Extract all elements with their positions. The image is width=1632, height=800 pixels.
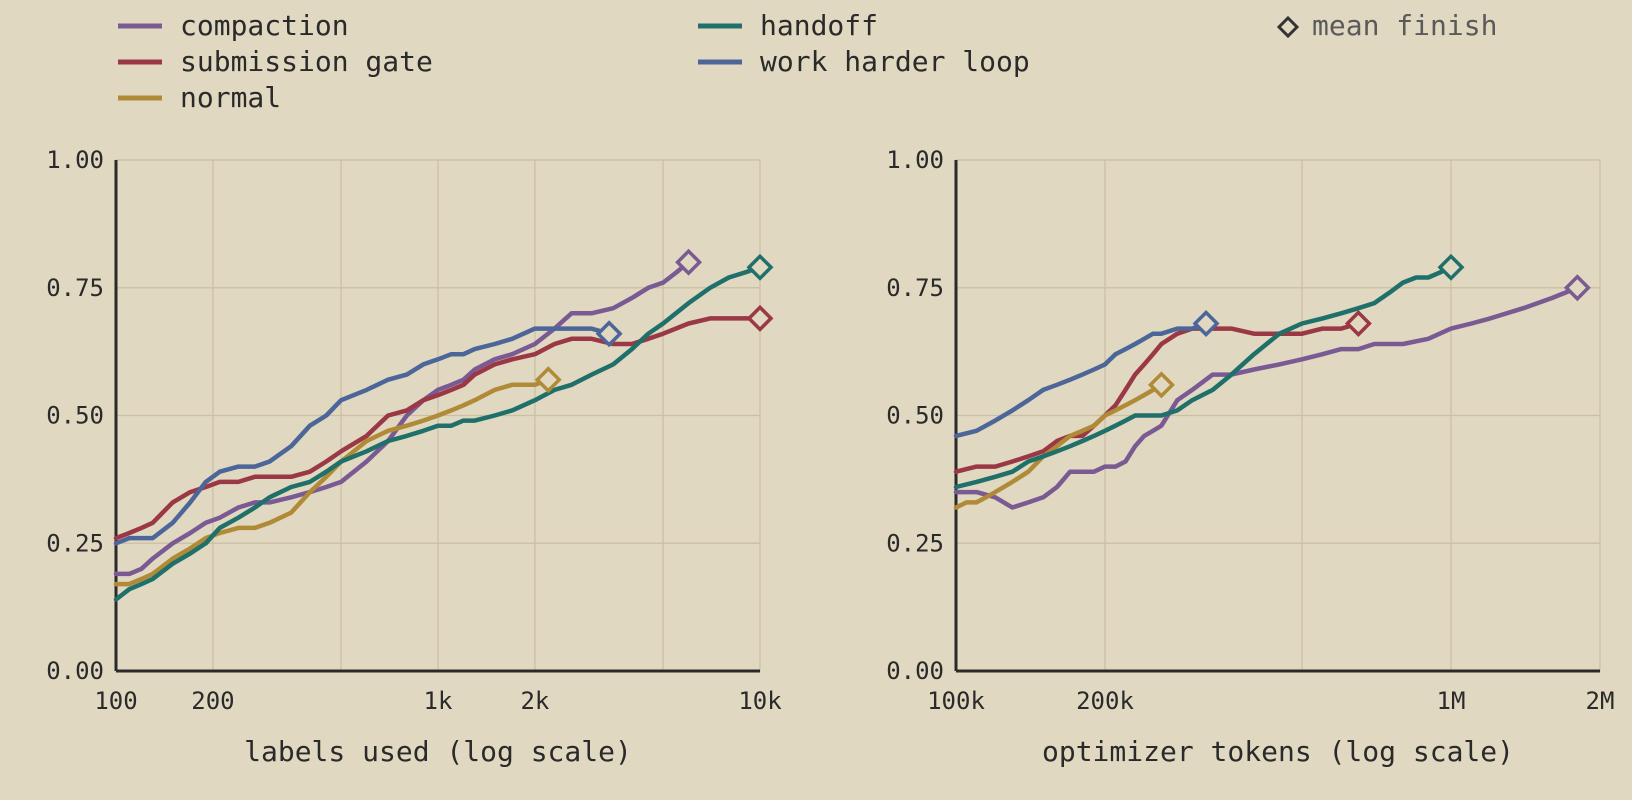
legend-item-work-harder-loop: work harder loop (698, 45, 1030, 78)
x-tick-label: 200k (1076, 687, 1134, 715)
mean-finish-marker-handoff (746, 253, 774, 281)
mean-finish-marker-submission-gate (1344, 310, 1372, 337)
legend-item-normal: normal (118, 81, 281, 114)
x-tick-label: 200 (191, 687, 234, 715)
legend-item-compaction: compaction (118, 9, 349, 42)
legend-item-submission-gate: submission gate (118, 45, 433, 78)
series-line-compaction (953, 285, 1580, 510)
series-line-handoff (953, 265, 1454, 490)
x-axis-label: optimizer tokens (log scale) (1042, 735, 1514, 768)
x-tick-label: 2k (520, 687, 549, 715)
legend-label-compaction: compaction (180, 9, 349, 42)
mean-finish-marker-handoff (1437, 253, 1465, 281)
right-chart: 0.00 0.25 0.50 0.75 1.00 100k 200k 1M 2M optimize… (886, 146, 1614, 768)
legend-label-mean-finish: mean finish (1312, 9, 1497, 42)
series-line-normal (113, 377, 551, 587)
mean-finish-marker-compaction (1563, 274, 1591, 302)
y-tick-label: 0.00 (46, 657, 104, 685)
y-tick-label: 0.25 (46, 529, 104, 557)
series-line-work-harder-loop (953, 321, 1209, 439)
legend-label-work-harder-loop: work harder loop (760, 45, 1030, 78)
y-tick-label: 0.75 (46, 274, 104, 302)
series-line-handoff (113, 265, 763, 602)
series-line-work-harder-loop (113, 326, 612, 546)
x-tick-label: 1k (424, 687, 453, 715)
y-tick-label: 1.00 (46, 146, 104, 174)
mean-finish-marker-work-harder-loop (1192, 310, 1220, 337)
y-tick-label: 0.50 (46, 402, 104, 430)
legend-label-handoff: handoff (760, 9, 878, 42)
x-tick-label: 100k (927, 687, 985, 715)
y-tick-label: 0.00 (886, 657, 944, 685)
legend-item-handoff: handoff (698, 9, 878, 42)
legend-item-mean-finish: mean finish (1276, 9, 1497, 42)
legend-label-normal: normal (180, 81, 281, 114)
x-axis-label: labels used (log scale) (244, 735, 632, 768)
grid (955, 159, 1601, 672)
mean-finish-marker-work-harder-loop (595, 320, 623, 348)
series-line-normal (953, 382, 1164, 510)
y-tick-label: 1.00 (886, 146, 944, 174)
mean-finish-marker-compaction (675, 248, 703, 276)
series-line-submission-gate (953, 321, 1361, 474)
mean-finish-marker-submission-gate (746, 304, 774, 332)
x-tick-label: 100 (94, 687, 137, 715)
x-tick-label: 1M (1437, 687, 1466, 715)
y-tick-label: 0.75 (886, 274, 944, 302)
x-tick-label: 2M (1586, 687, 1615, 715)
legend-label-submission-gate: submission gate (180, 45, 433, 78)
series-line-compaction (113, 259, 691, 577)
mean-finish-marker-normal (534, 366, 562, 394)
y-tick-label: 0.25 (886, 529, 944, 557)
y-tick-label: 0.50 (886, 402, 944, 430)
mean-finish-marker-normal (1147, 371, 1175, 399)
diamond-icon (1276, 15, 1300, 39)
series-line-submission-gate (113, 316, 763, 541)
left-chart: 0.00 0.25 0.50 0.75 1.00 100 200 1k 2k 10k labels … (46, 146, 782, 768)
x-tick-label: 10k (738, 687, 782, 715)
